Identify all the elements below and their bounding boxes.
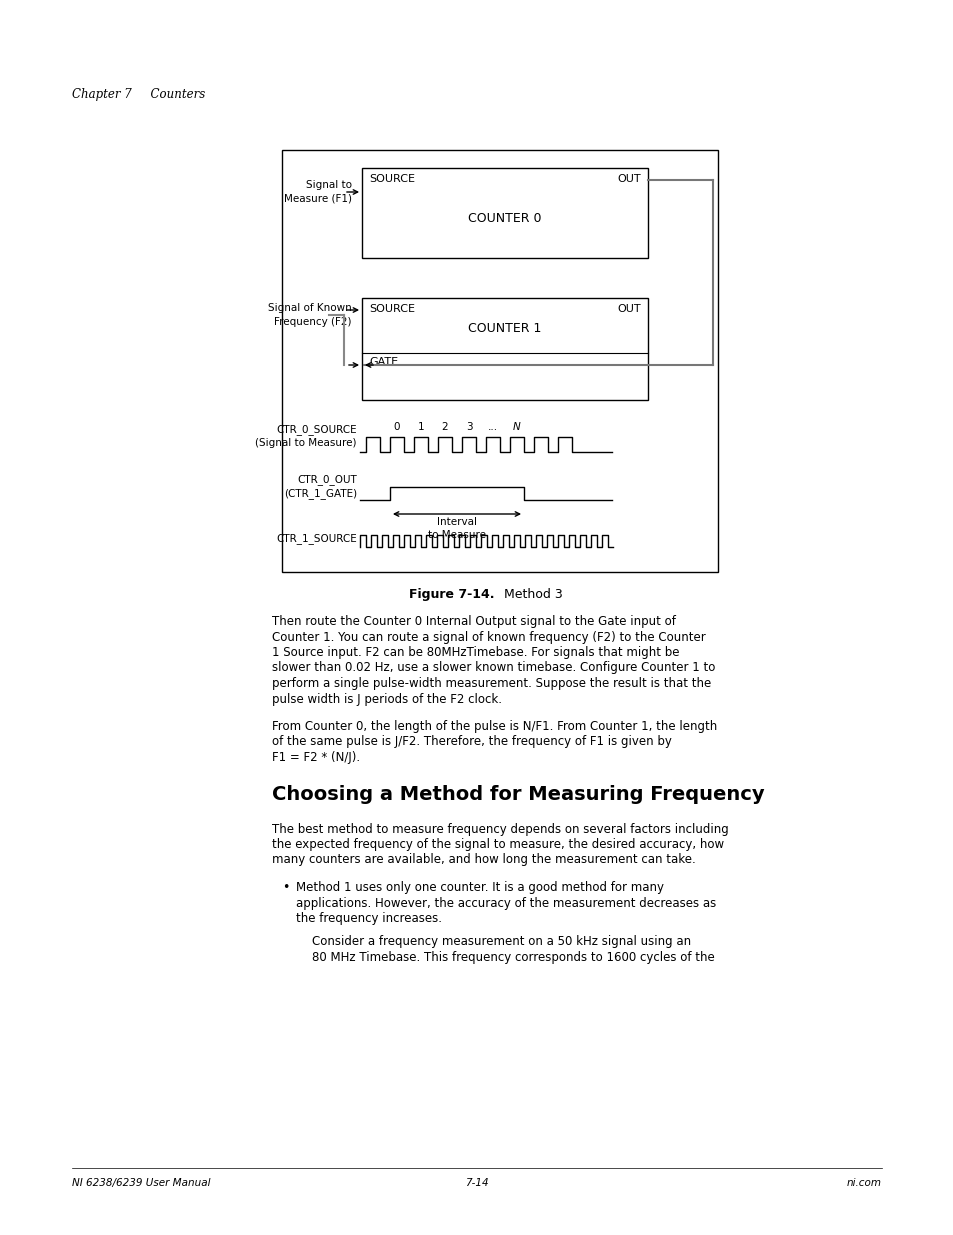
Text: 0: 0 <box>394 422 400 432</box>
Text: OUT: OUT <box>617 304 640 314</box>
Text: Signal to
Measure (F1): Signal to Measure (F1) <box>284 180 352 204</box>
Text: 7-14: 7-14 <box>465 1178 488 1188</box>
Text: 1: 1 <box>417 422 424 432</box>
Text: of the same pulse is J/F2. Therefore, the frequency of F1 is given by: of the same pulse is J/F2. Therefore, th… <box>272 736 671 748</box>
Text: ...: ... <box>487 422 497 432</box>
Text: CTR_0_OUT
(CTR_1_GATE): CTR_0_OUT (CTR_1_GATE) <box>284 474 356 499</box>
Text: OUT: OUT <box>617 174 640 184</box>
Text: 1 Source input. F2 can be 80MHzTimebase. For signals that might be: 1 Source input. F2 can be 80MHzTimebase.… <box>272 646 679 659</box>
Text: applications. However, the accuracy of the measurement decreases as: applications. However, the accuracy of t… <box>295 897 716 909</box>
Text: N: N <box>513 422 520 432</box>
Text: CTR_0_SOURCE
(Signal to Measure): CTR_0_SOURCE (Signal to Measure) <box>255 424 356 448</box>
Text: CTR_1_SOURCE: CTR_1_SOURCE <box>276 534 356 545</box>
Text: SOURCE: SOURCE <box>369 174 415 184</box>
Text: ni.com: ni.com <box>846 1178 882 1188</box>
Text: •: • <box>282 881 289 894</box>
Bar <box>361 168 647 258</box>
Text: Chapter 7     Counters: Chapter 7 Counters <box>71 88 205 101</box>
Text: Figure 7-14.: Figure 7-14. <box>409 588 495 601</box>
Text: Then route the Counter 0 Internal Output signal to the Gate input of: Then route the Counter 0 Internal Output… <box>272 615 675 629</box>
Text: slower than 0.02 Hz, use a slower known timebase. Configure Counter 1 to: slower than 0.02 Hz, use a slower known … <box>272 662 715 674</box>
Text: NI 6238/6239 User Manual: NI 6238/6239 User Manual <box>71 1178 211 1188</box>
Text: Method 1 uses only one counter. It is a good method for many: Method 1 uses only one counter. It is a … <box>295 881 663 894</box>
Text: Interval
to Measure: Interval to Measure <box>428 517 485 540</box>
Text: 3: 3 <box>465 422 472 432</box>
Text: Consider a frequency measurement on a 50 kHz signal using an: Consider a frequency measurement on a 50… <box>312 935 690 948</box>
Bar <box>361 298 647 400</box>
Text: The best method to measure frequency depends on several factors including: The best method to measure frequency dep… <box>272 823 728 836</box>
Text: the frequency increases.: the frequency increases. <box>295 911 441 925</box>
Text: From Counter 0, the length of the pulse is N/F1. From Counter 1, the length: From Counter 0, the length of the pulse … <box>272 720 717 734</box>
Text: COUNTER 0: COUNTER 0 <box>468 212 541 226</box>
Text: GATE: GATE <box>369 357 397 367</box>
Bar <box>282 149 718 572</box>
Text: perform a single pulse-width measurement. Suppose the result is that the: perform a single pulse-width measurement… <box>272 677 711 690</box>
Text: Counter 1. You can route a signal of known frequency (F2) to the Counter: Counter 1. You can route a signal of kno… <box>272 631 705 643</box>
Text: F1 = F2 * (N/J).: F1 = F2 * (N/J). <box>272 751 359 764</box>
Text: 80 MHz Timebase. This frequency corresponds to 1600 cycles of the: 80 MHz Timebase. This frequency correspo… <box>312 951 714 965</box>
Text: 2: 2 <box>441 422 448 432</box>
Text: many counters are available, and how long the measurement can take.: many counters are available, and how lon… <box>272 853 695 867</box>
Text: the expected frequency of the signal to measure, the desired accuracy, how: the expected frequency of the signal to … <box>272 839 723 851</box>
Text: COUNTER 1: COUNTER 1 <box>468 321 541 335</box>
Text: Choosing a Method for Measuring Frequency: Choosing a Method for Measuring Frequenc… <box>272 784 763 804</box>
Text: pulse width is J periods of the F2 clock.: pulse width is J periods of the F2 clock… <box>272 693 501 705</box>
Text: Method 3: Method 3 <box>496 588 562 601</box>
Text: Signal of Known
Frequency (F2): Signal of Known Frequency (F2) <box>268 304 352 326</box>
Text: SOURCE: SOURCE <box>369 304 415 314</box>
